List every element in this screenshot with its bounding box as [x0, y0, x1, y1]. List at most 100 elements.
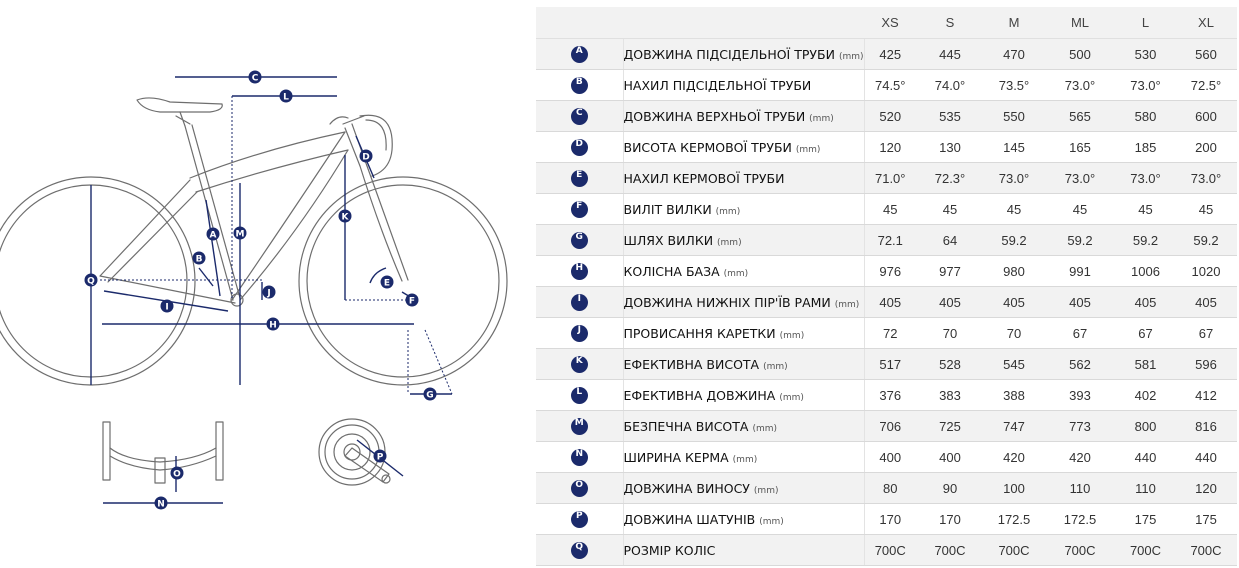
dimension-unit: (mm) [834, 299, 860, 310]
value-cell-m: 470 [984, 38, 1044, 70]
value-cell-ml: 500 [1044, 38, 1116, 70]
value-cell-xs: 400 [864, 441, 916, 473]
size-header-ml: ML [1044, 7, 1116, 39]
dimension-name-cell: ШИРИНА КЕРМА (mm) [622, 441, 865, 473]
table-row: M БЕЗПЕЧНА ВИСОТА (mm) 706 725 747 773 800 816 [536, 410, 1237, 442]
header-blank [536, 7, 623, 39]
table-row: H КОЛІСНА БАЗА (mm) 976 977 980 991 1006 1020 [536, 255, 1237, 287]
svg-text:A: A [210, 231, 217, 241]
size-header-row: XS S M ML L XL [536, 7, 1237, 39]
diagram-label-n: N [154, 496, 168, 510]
dimension-unit: (mm) [795, 144, 821, 155]
value-cell-xl: 560 [1175, 38, 1237, 70]
svg-text:C: C [252, 74, 259, 84]
svg-text:O: O [173, 470, 181, 480]
value-cell-s: 528 [916, 348, 984, 380]
value-cell-ml: 405 [1044, 286, 1116, 318]
value-cell-l: 1006 [1116, 255, 1175, 287]
value-cell-m: 550 [984, 100, 1044, 132]
value-cell-l: 185 [1116, 131, 1175, 163]
dimension-name: ВИСОТА КЕРМОВОЇ ТРУБИ [623, 139, 792, 155]
value-cell-m: 70 [984, 317, 1044, 349]
row-badge-cell: J [536, 317, 623, 349]
value-cell-ml: 59.2 [1044, 224, 1116, 256]
value-cell-xs: 706 [864, 410, 916, 442]
dimension-unit: (mm) [723, 268, 749, 279]
dimension-name: ШИРИНА КЕРМА [623, 449, 729, 465]
dimension-unit: (mm) [732, 454, 758, 465]
value-cell-s: 535 [916, 100, 984, 132]
svg-text:G: G [426, 391, 433, 401]
row-badge-cell: D [536, 131, 623, 163]
dimension-name-cell: ДОВЖИНА ПІДСІДЕЛЬНОЇ ТРУБИ (mm) [622, 38, 865, 70]
row-badge-cell: C [536, 100, 623, 132]
diagram-label-q: Q [84, 273, 98, 287]
value-cell-xl: 700C [1175, 534, 1237, 566]
table-row: K ЕФЕКТИВНА ВИСОТА (mm) 517 528 545 562 581 596 [536, 348, 1237, 380]
diagram-label-badges: C L D K A M B Q E J F I H G O P N [84, 70, 437, 510]
dimension-name: ДОВЖИНА ВЕРХНЬОЇ ТРУБИ [623, 108, 806, 124]
size-header-xs: XS [864, 7, 916, 39]
dimension-unit: (mm) [779, 330, 805, 341]
svg-text:F: F [409, 297, 415, 307]
value-cell-l: 530 [1116, 38, 1175, 70]
dimension-name: ДОВЖИНА НИЖНІХ ПІР'ЇВ РАМИ [623, 294, 831, 310]
value-cell-ml: 562 [1044, 348, 1116, 380]
dimension-name-cell: БЕЗПЕЧНА ВИСОТА (mm) [622, 410, 865, 442]
value-cell-l: 110 [1116, 472, 1175, 504]
value-cell-xs: 74.5° [864, 69, 916, 101]
dimension-unit: (mm) [809, 113, 834, 124]
row-badge-cell: N [536, 441, 623, 473]
value-cell-l: 700C [1116, 534, 1175, 566]
dimension-letter-badge: Q [570, 541, 588, 559]
dimension-name-cell: ПРОВИСАННЯ КАРЕТКИ (mm) [622, 317, 865, 349]
svg-text:M: M [236, 230, 245, 240]
dimension-name-cell: НАХИЛ ПІДСІДЕЛЬНОЇ ТРУБИ [622, 69, 865, 101]
value-cell-xl: 440 [1175, 441, 1237, 473]
value-cell-l: 581 [1116, 348, 1175, 380]
value-cell-m: 420 [984, 441, 1044, 473]
row-badge-cell: G [536, 224, 623, 256]
svg-text:E: E [384, 279, 390, 289]
dimension-letter-badge: O [570, 479, 588, 497]
dimension-name-cell: КОЛІСНА БАЗА (mm) [622, 255, 865, 287]
value-cell-ml: 172.5 [1044, 503, 1116, 535]
table-row: E НАХИЛ КЕРМОВОЇ ТРУБИ 71.0° 72.3° 73.0° 73.0… [536, 162, 1237, 194]
value-cell-s: 700C [916, 534, 984, 566]
dimension-name: ВИЛІТ ВИЛКИ [623, 201, 712, 217]
value-cell-ml: 700C [1044, 534, 1116, 566]
row-badge-cell: E [536, 162, 623, 194]
value-cell-m: 980 [984, 255, 1044, 287]
dimension-letter-badge: K [570, 355, 588, 373]
value-cell-xl: 45 [1175, 193, 1237, 225]
value-cell-s: 130 [916, 131, 984, 163]
value-cell-l: 405 [1116, 286, 1175, 318]
table-row: Q РОЗМІР КОЛІС 700C 700C 700C 700C 700C 700C [536, 534, 1237, 566]
value-cell-s: 725 [916, 410, 984, 442]
value-cell-m: 100 [984, 472, 1044, 504]
dimension-letter-badge: M [570, 417, 588, 435]
value-cell-l: 580 [1116, 100, 1175, 132]
geometry-table: XS S M ML L XL A ДОВЖИНА ПІДСІДЕЛЬНОЇ ТРУ… [536, 7, 1237, 566]
value-cell-l: 402 [1116, 379, 1175, 411]
table-row: C ДОВЖИНА ВЕРХНЬОЇ ТРУБИ (mm) 520 535 550 565… [536, 100, 1237, 132]
size-header-s: S [916, 7, 984, 39]
value-cell-l: 73.0° [1116, 162, 1175, 194]
value-cell-xs: 976 [864, 255, 916, 287]
value-cell-m: 405 [984, 286, 1044, 318]
value-cell-m: 145 [984, 131, 1044, 163]
dimension-letter-badge: C [570, 107, 588, 125]
value-cell-xs: 45 [864, 193, 916, 225]
dimension-name-cell: ДОВЖИНА НИЖНІХ ПІР'ЇВ РАМИ (mm) [622, 286, 865, 318]
diagram-label-p: P [373, 449, 387, 463]
dimension-unit: (mm) [838, 51, 864, 62]
value-cell-l: 800 [1116, 410, 1175, 442]
value-cell-xs: 376 [864, 379, 916, 411]
svg-text:N: N [157, 500, 165, 510]
value-cell-ml: 73.0° [1044, 69, 1116, 101]
value-cell-xl: 73.0° [1175, 162, 1237, 194]
dimension-name-cell: ВИЛІТ ВИЛКИ (mm) [622, 193, 865, 225]
dimension-name-cell: ДОВЖИНА ШАТУНІВ (mm) [622, 503, 865, 535]
dimension-name: ДОВЖИНА ПІДСІДЕЛЬНОЇ ТРУБИ [623, 46, 835, 62]
dimension-name: ДОВЖИНА ВИНОСУ [623, 480, 750, 496]
